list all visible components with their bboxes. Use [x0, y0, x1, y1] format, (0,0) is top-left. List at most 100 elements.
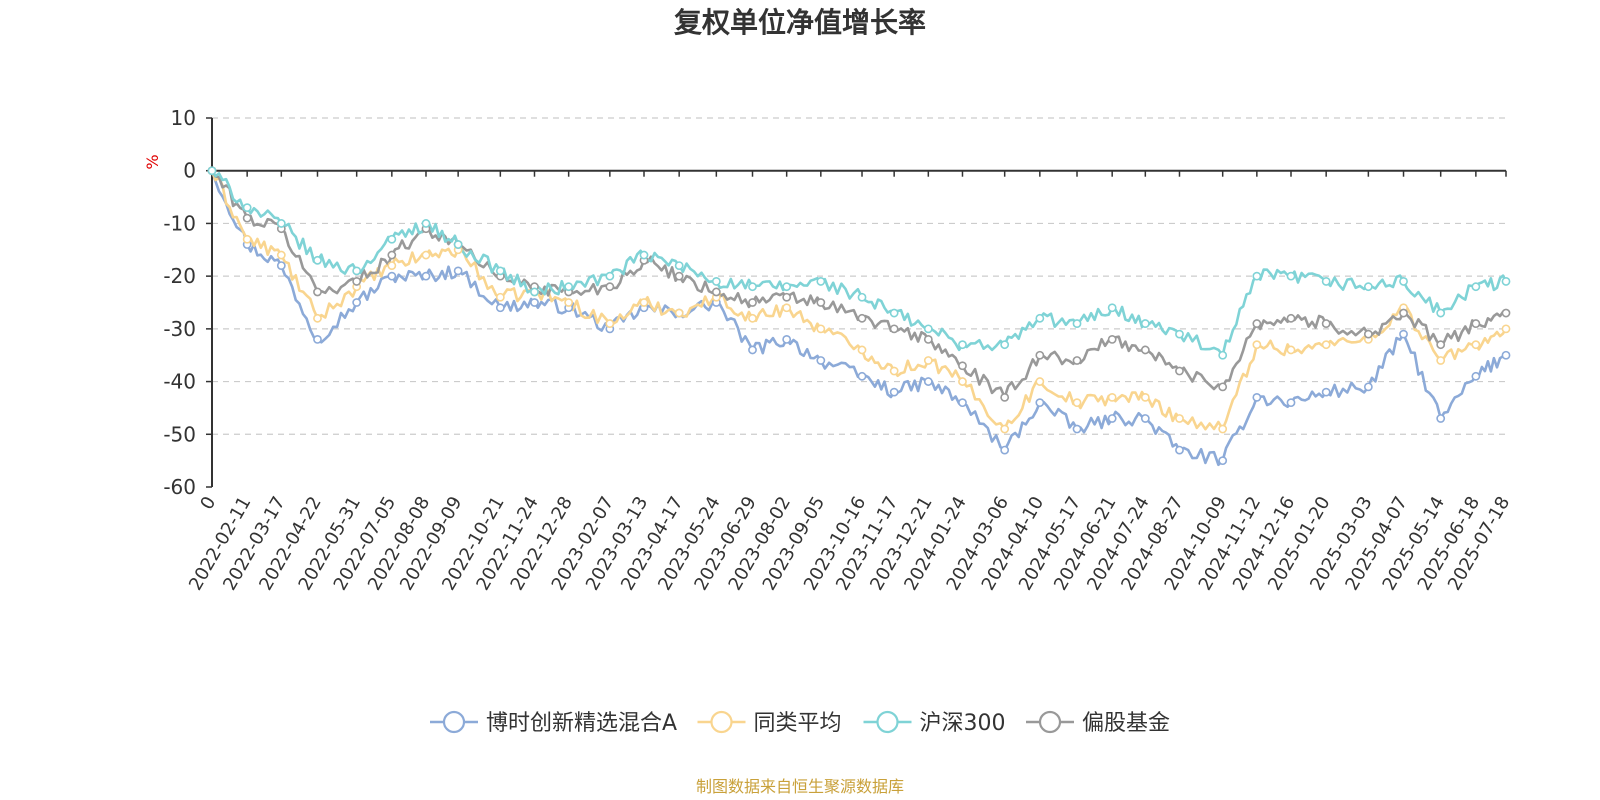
data-point	[352, 298, 362, 307]
data-point	[387, 271, 397, 281]
data-point	[495, 292, 505, 302]
data-point	[1252, 340, 1262, 350]
data-point	[495, 303, 505, 313]
data-point	[1286, 398, 1296, 408]
data-point	[1072, 398, 1082, 408]
y-tick-label: -10	[163, 211, 196, 235]
data-point	[387, 250, 397, 260]
data-point	[564, 298, 574, 307]
data-point	[1252, 319, 1262, 328]
data-point	[639, 298, 649, 307]
legend-label: 偏股基金	[1082, 711, 1170, 736]
data-point	[1218, 424, 1228, 434]
data-point	[816, 356, 826, 365]
data-point	[958, 377, 967, 386]
data-point	[1072, 424, 1082, 434]
data-point	[923, 377, 933, 386]
data-point	[495, 266, 505, 276]
data-point	[387, 261, 397, 270]
legend-circle-icon	[876, 710, 899, 734]
y-tick-label: -60	[163, 475, 196, 499]
data-point	[674, 308, 684, 318]
data-point	[207, 166, 217, 176]
y-tick-label: 0	[183, 159, 196, 183]
data-point	[958, 361, 967, 371]
legend-label: 同类平均	[754, 711, 842, 736]
data-point	[1035, 350, 1045, 360]
data-point	[1501, 277, 1511, 286]
data-point	[1436, 414, 1446, 423]
data-point	[530, 298, 539, 307]
data-point	[1140, 392, 1150, 402]
data-point	[674, 271, 684, 281]
data-point	[564, 282, 574, 292]
data-point	[1321, 340, 1331, 350]
legend: 博时创新精选混合A 同类平均 沪深300 偏股基金	[430, 710, 1170, 736]
data-point	[889, 387, 899, 397]
y-axis-unit: %	[143, 154, 162, 169]
data-point	[1363, 382, 1373, 392]
data-point	[1175, 445, 1184, 455]
data-point	[1286, 271, 1296, 281]
y-tick-labels: 10 0 -10 -20 -30 -40 -50 -60	[163, 106, 196, 499]
data-point	[1363, 282, 1373, 292]
data-point	[782, 282, 792, 292]
data-point	[748, 345, 757, 355]
y-tick-label: -30	[163, 317, 196, 341]
data-point	[1035, 313, 1045, 323]
x-tick-labels: 02022-02-112022-03-172022-04-222022-05-3…	[185, 493, 1514, 594]
data-point	[1175, 329, 1184, 339]
y-tick-label: -40	[163, 370, 196, 394]
legend-label: 博时创新精选混合A	[486, 711, 677, 736]
data-point	[1107, 303, 1117, 313]
data-point	[1363, 329, 1373, 339]
data-point	[1072, 319, 1082, 328]
data-point	[782, 334, 792, 344]
y-tick-label: 10	[171, 106, 196, 130]
data-point	[352, 277, 362, 286]
data-point	[1107, 334, 1117, 344]
legend-item[interactable]: 同类平均	[697, 710, 842, 736]
data-point	[1436, 308, 1446, 318]
legend-circle-icon	[710, 710, 733, 734]
data-point	[1471, 282, 1481, 292]
data-point	[1399, 308, 1408, 318]
data-point	[1072, 356, 1082, 365]
data-point	[1175, 414, 1184, 423]
data-point	[421, 219, 431, 228]
data-point	[1286, 345, 1296, 355]
data-point	[276, 261, 286, 270]
data-point	[1035, 398, 1045, 408]
legend-circle-icon	[1038, 710, 1062, 734]
data-point	[1501, 350, 1511, 360]
data-point	[748, 282, 757, 292]
data-point	[816, 324, 826, 334]
data-point	[1140, 345, 1150, 355]
data-point	[313, 334, 322, 344]
data-point	[352, 266, 362, 276]
data-point	[421, 271, 431, 281]
data-point	[857, 292, 867, 302]
data-point	[242, 234, 252, 244]
data-point	[453, 266, 463, 276]
data-point	[923, 356, 933, 365]
data-point	[313, 313, 322, 323]
legend-item[interactable]: 沪深300	[863, 710, 1006, 736]
source-note: 制图数据来自恒生聚源数据库	[696, 777, 904, 796]
series-line	[210, 169, 1508, 357]
data-point	[857, 371, 867, 381]
data-point	[782, 303, 792, 313]
data-point	[674, 261, 684, 270]
legend-item[interactable]: 博时创新精选混合A	[430, 710, 677, 736]
legend-item[interactable]: 偏股基金	[1026, 710, 1170, 736]
data-point	[889, 324, 899, 334]
series-line	[210, 170, 1507, 399]
data-point	[889, 366, 899, 376]
data-point	[605, 282, 615, 292]
legend-label: 沪深300	[920, 711, 1006, 736]
data-point	[387, 234, 397, 244]
data-point	[923, 324, 933, 334]
data-point	[453, 240, 463, 249]
data-point	[889, 308, 899, 318]
data-point	[1140, 319, 1150, 328]
